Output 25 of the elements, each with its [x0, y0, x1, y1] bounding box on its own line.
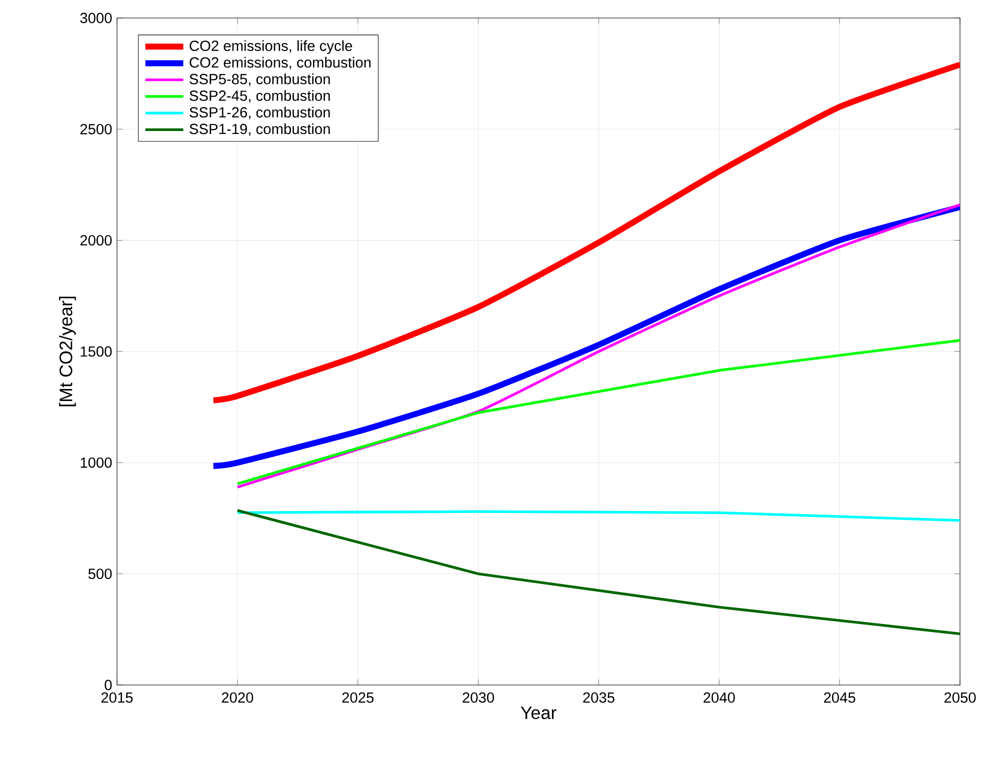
legend-label: SSP5-85, combustion — [190, 74, 330, 86]
x-axis-title: Year — [520, 706, 556, 720]
x-tick-label: 2025 — [342, 692, 374, 703]
y-axis-title: [Mt CO2/year] — [59, 296, 76, 406]
line-series — [236, 509, 960, 636]
x-tick-label: 2015 — [101, 692, 133, 703]
legend-label: SSP1-19, combustion — [190, 123, 330, 136]
y-tick-label: 3000 — [80, 12, 112, 24]
legend-label: CO2 emissions, life cycle — [190, 40, 352, 54]
x-tick-label: 2050 — [944, 692, 976, 703]
legend-label: CO2 emissions, combustion — [190, 56, 371, 70]
y-tick-label: 0 — [104, 680, 112, 690]
x-tick-label: 2030 — [462, 692, 494, 703]
x-tick-label: 2045 — [824, 692, 856, 703]
y-tick-label: 1500 — [80, 346, 112, 357]
y-tick-label: 2000 — [80, 235, 112, 246]
legend-label: SSP1-26, combustion — [190, 106, 330, 120]
y-tick-label: 500 — [88, 568, 112, 580]
x-tick-label: 2020 — [222, 692, 254, 703]
x-tick-label: 2040 — [704, 692, 735, 703]
line-series — [236, 339, 960, 486]
x-tick-label: 2035 — [583, 692, 614, 703]
legend-label: SSP2-45, combustion — [190, 90, 330, 103]
y-tick-label: 1000 — [80, 457, 112, 468]
y-tick-label: 2500 — [80, 124, 112, 134]
